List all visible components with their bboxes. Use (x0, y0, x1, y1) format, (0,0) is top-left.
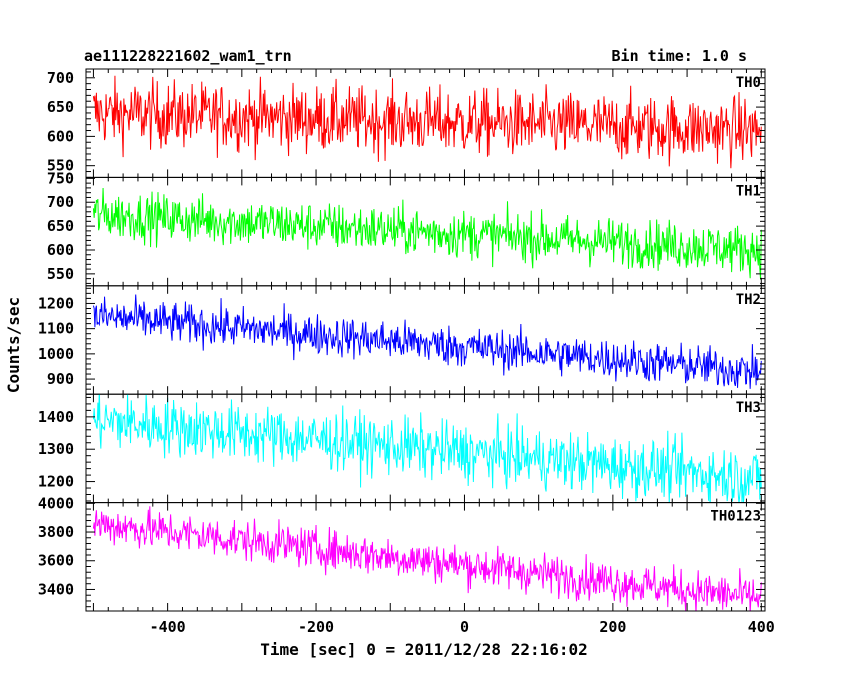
y-tick-label: 3600 (38, 552, 74, 570)
panel-label-TH1: TH1 (736, 183, 761, 199)
x-tick-label: 400 (748, 618, 775, 636)
series-line-TH2 (92, 294, 762, 389)
x-tick-label: 200 (599, 618, 626, 636)
chart-title: ae111228221602_wam1_trn (84, 47, 292, 65)
y-tick-label: 1200 (38, 473, 74, 491)
y-tick-label: 700 (47, 193, 74, 211)
y-tick-label: 1200 (38, 294, 74, 312)
panels-group: 550 600 650 700 TH0 550 600 650 700 750 TH1 900 1000… (38, 68, 775, 636)
series-line-TH0 (92, 75, 762, 169)
y-tick-label: 1000 (38, 345, 74, 363)
y-tick-label: 750 (47, 169, 74, 187)
series-line-TH1 (92, 188, 762, 280)
bin-time-label: Bin time: 1.0 s (612, 47, 747, 65)
y-tick-label: 650 (47, 98, 74, 116)
y-tick-label: 700 (47, 69, 74, 87)
y-tick-label: 1300 (38, 440, 74, 458)
y-tick-label: 4000 (38, 494, 74, 512)
panel-frame (85, 502, 766, 612)
y-tick-label: 550 (47, 265, 74, 283)
panel-label-TH0123: TH0123 (710, 509, 761, 525)
series-line-TH0123 (92, 506, 762, 612)
x-axis-label: Time [sec] 0 = 2011/12/28 22:16:02 (260, 640, 588, 659)
y-tick-label: 900 (47, 370, 74, 388)
series-line-TH3 (92, 394, 762, 503)
y-tick-label: 600 (47, 241, 74, 259)
panel-label-TH3: TH3 (736, 400, 761, 416)
y-tick-label: 600 (47, 127, 74, 145)
x-tick-label: -200 (298, 618, 334, 636)
y-tick-label: 3800 (38, 523, 74, 541)
x-tick-label: -400 (150, 618, 186, 636)
y-tick-label: 550 (47, 157, 74, 175)
y-axis-label: Counts/sec (4, 297, 23, 393)
panel-frame (85, 68, 766, 178)
y-tick-label: 1400 (38, 408, 74, 426)
y-tick-label: 3400 (38, 580, 74, 598)
x-tick-label: 0 (460, 618, 469, 636)
panel-label-TH2: TH2 (736, 292, 761, 308)
panel-label-TH0: TH0 (736, 75, 761, 91)
y-tick-label: 1100 (38, 320, 74, 338)
y-tick-label: 650 (47, 217, 74, 235)
